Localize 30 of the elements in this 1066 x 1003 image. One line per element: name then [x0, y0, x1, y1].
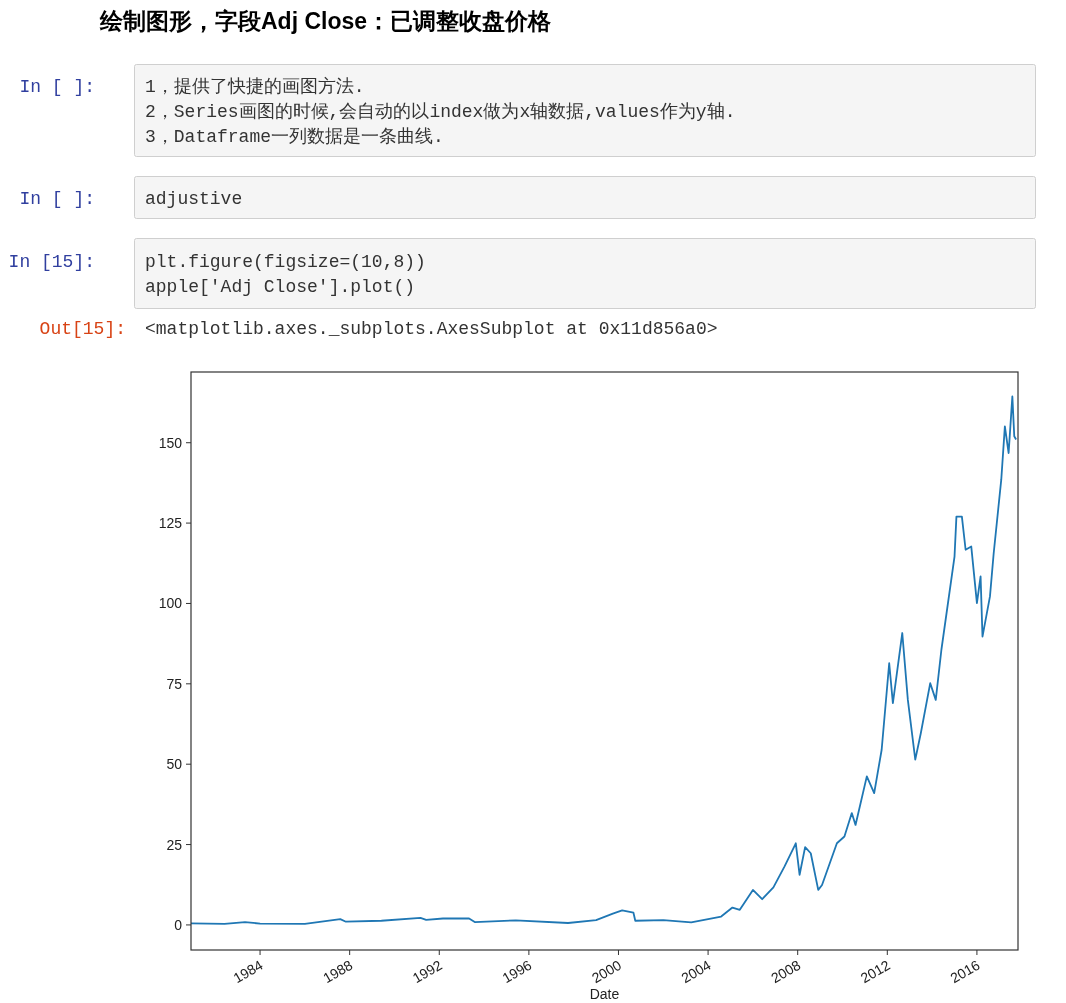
- y-tick-label: 150: [158, 434, 183, 451]
- text: adjustive: [145, 189, 243, 209]
- y-tick-label: 75: [166, 675, 183, 692]
- text: 2，Series画图的时候,会自动的以index做为x轴数据,values作为y轴.: [145, 102, 736, 122]
- x-tick-label: 2012: [857, 956, 893, 987]
- x-tick-label: 1988: [320, 956, 356, 987]
- x-tick-label: 2004: [678, 956, 714, 987]
- x-axis-title: Date: [589, 986, 620, 1002]
- text: plt.figure(figsize=(10,8)): [145, 252, 426, 272]
- line-series: [190, 395, 1017, 925]
- chart-title: 绘制图形，字段Adj Close：已调整收盘价格: [99, 8, 552, 34]
- y-tick-label: 100: [158, 595, 183, 612]
- x-tick-label: 2008: [768, 956, 804, 987]
- x-tick-label: 1992: [409, 956, 445, 987]
- y-tick-label: 125: [158, 515, 183, 532]
- text: 3，Dataframe一列数据是一条曲线.: [145, 127, 444, 147]
- y-tick-label: 50: [166, 756, 183, 773]
- text: Out[15]:: [39, 319, 126, 339]
- x-tick-label: 2016: [947, 956, 983, 987]
- text: In [ ]:: [19, 77, 95, 97]
- y-tick-label: 25: [166, 836, 183, 853]
- x-tick-label: 2000: [589, 956, 625, 987]
- text: 1，提供了快捷的画图方法.: [145, 76, 365, 97]
- text: In [ ]:: [19, 189, 95, 209]
- text: apple['Adj Close'].plot(): [145, 277, 416, 297]
- x-tick-label: 1996: [499, 956, 535, 987]
- y-tick-label: 0: [174, 916, 183, 933]
- text: <matplotlib.axes._subplots.AxesSubplot at 0x11d856a0>: [145, 319, 718, 339]
- text: In [15]:: [8, 252, 95, 272]
- x-tick-label: 1984: [230, 956, 266, 987]
